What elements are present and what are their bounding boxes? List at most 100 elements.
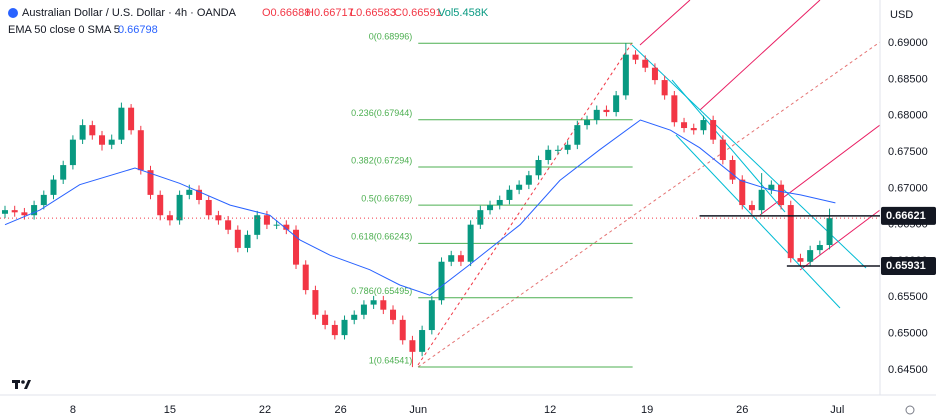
candle-body: [700, 120, 707, 131]
candle-body: [1, 210, 9, 214]
candle-body: [681, 122, 688, 129]
candle-body: [632, 54, 639, 60]
candle-body: [31, 205, 38, 216]
candle-body: [273, 224, 280, 226]
y-tick-label: 0.67000: [888, 182, 928, 194]
candle-body: [690, 128, 697, 131]
x-tick-label: 8: [70, 404, 76, 416]
candle-body: [157, 194, 164, 216]
y-tick-label: 0.67500: [888, 146, 928, 158]
candle-body: [516, 184, 523, 190]
candle-body: [428, 300, 435, 331]
fib-trend: [417, 42, 633, 366]
candle-body: [60, 165, 67, 180]
candle-body: [496, 199, 503, 206]
candle-body: [40, 194, 47, 206]
candle-body: [768, 184, 775, 190]
level-label: 0.65931: [886, 260, 926, 272]
pitchfork-line: [699, 0, 821, 111]
candle-body: [487, 205, 494, 211]
candle-body: [748, 205, 755, 211]
candle-body: [584, 120, 591, 126]
symbol-icon: [8, 8, 18, 18]
fib-label: 0.382(0.67294): [351, 155, 412, 165]
level-label: 0.66621: [886, 210, 926, 222]
pitchfork-line: [639, 0, 691, 46]
candle-body: [370, 300, 377, 305]
candle-body: [739, 179, 746, 206]
settings-icon[interactable]: [905, 405, 915, 415]
ohlc-open: O0.66688: [262, 7, 310, 19]
candle-body: [554, 149, 561, 151]
candle-body: [166, 215, 173, 221]
candle-body: [176, 194, 183, 221]
candle-body: [341, 319, 348, 336]
candle-body: [603, 109, 610, 113]
candle-body: [506, 189, 513, 200]
y-tick-label: 0.65000: [888, 328, 928, 340]
candle-body: [380, 300, 387, 310]
y-tick-label: 0.65500: [888, 291, 928, 303]
candle-body: [225, 220, 232, 230]
x-tick-label: Jun: [409, 404, 427, 416]
candle-body: [69, 139, 76, 166]
candle-body: [787, 205, 794, 259]
candle-body: [399, 319, 406, 341]
candle-body: [613, 95, 620, 113]
candle-body: [710, 120, 717, 140]
candle-body: [351, 314, 358, 320]
candle-body: [312, 290, 319, 315]
candle-body: [50, 179, 57, 195]
level-box: [881, 257, 936, 276]
candle-body: [477, 210, 484, 225]
drawings: [417, 0, 881, 368]
fib-label: 0.786(0.65495): [351, 286, 412, 296]
candle-body: [409, 340, 416, 352]
candle-body: [186, 189, 193, 195]
candle-body: [758, 189, 765, 211]
ohlc-volume: Vol5.458K: [438, 7, 489, 19]
candle-body: [622, 54, 629, 96]
candle-body: [331, 324, 338, 336]
candle-body: [535, 160, 542, 176]
candle-body: [719, 139, 726, 161]
candle-body: [438, 261, 445, 301]
candle-body: [98, 135, 106, 145]
candle-body: [390, 309, 397, 320]
symbol-title: Australian Dollar / U.S. Dollar · 4h · O…: [22, 7, 237, 19]
fib-label: 0(0.68996): [369, 32, 413, 42]
ohlc-low: L0.66583: [350, 7, 396, 19]
candle-body: [11, 210, 18, 213]
x-tick-label: Jul: [830, 404, 844, 416]
candle-body: [196, 189, 203, 200]
channel-line: [671, 79, 786, 213]
y-tick-label: 0.69000: [888, 37, 928, 49]
candle-body: [283, 224, 290, 230]
candle-body: [448, 255, 455, 262]
candle-body: [467, 224, 474, 262]
ema-legend: EMA 50 close 0 SMA 5: [8, 24, 120, 36]
candle-body: [322, 314, 329, 325]
y-tick-label: 0.64500: [888, 364, 928, 376]
candle-body: [128, 107, 135, 131]
pitchfork-median: [417, 41, 881, 368]
candle-body: [118, 107, 125, 140]
candle-body: [234, 229, 241, 248]
ema-line: [4, 119, 836, 296]
candle-body: [661, 80, 668, 96]
candle-body: [137, 130, 144, 171]
candle-body: [302, 264, 309, 291]
candle-body: [525, 175, 532, 185]
plot: 0(0.68996) 0.236(0.67944) 0.382(0.67294) 0.…: [0, 32, 880, 368]
candle-body: [545, 149, 552, 161]
candle-body: [263, 215, 270, 225]
candle-body: [147, 170, 154, 195]
x-tick-label: 26: [335, 404, 347, 416]
candle-body: [642, 59, 649, 68]
candle-body: [419, 330, 426, 352]
y-tick-label: 0.68500: [888, 73, 928, 85]
candle-body: [729, 160, 736, 180]
candle-body: [826, 218, 833, 246]
